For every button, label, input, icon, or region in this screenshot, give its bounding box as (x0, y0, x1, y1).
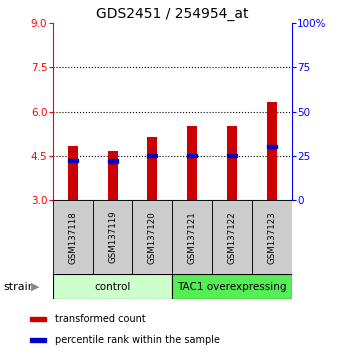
Bar (187, 126, 197, 200)
Text: ▶: ▶ (31, 282, 39, 292)
Bar (68, 159, 78, 162)
Bar (68, 146, 78, 200)
Bar (30, 317, 46, 321)
Bar (267, 102, 277, 200)
Bar (227, 154, 237, 158)
Bar (172, 274, 292, 299)
Bar (107, 152, 118, 200)
Text: GSM137118: GSM137118 (68, 211, 77, 264)
Bar (30, 338, 46, 342)
Bar (53, 200, 93, 274)
Bar (107, 159, 118, 163)
Bar (53, 274, 172, 299)
Text: transformed count: transformed count (55, 314, 146, 324)
Bar (212, 200, 252, 274)
Text: strain: strain (3, 282, 35, 292)
Bar (172, 200, 212, 274)
Text: GSM137119: GSM137119 (108, 211, 117, 263)
Text: GSM137121: GSM137121 (188, 211, 197, 264)
Text: GSM137123: GSM137123 (267, 211, 276, 264)
Title: GDS2451 / 254954_at: GDS2451 / 254954_at (96, 7, 249, 21)
Bar (147, 137, 157, 200)
Bar (93, 200, 132, 274)
Text: control: control (94, 282, 131, 292)
Bar (132, 200, 172, 274)
Bar (227, 126, 237, 200)
Bar (252, 200, 292, 274)
Text: GSM137120: GSM137120 (148, 211, 157, 264)
Text: GSM137122: GSM137122 (227, 211, 236, 264)
Text: TAC1 overexpressing: TAC1 overexpressing (177, 282, 287, 292)
Bar (267, 145, 277, 148)
Bar (187, 154, 197, 158)
Bar (147, 154, 157, 158)
Text: percentile rank within the sample: percentile rank within the sample (55, 335, 220, 345)
